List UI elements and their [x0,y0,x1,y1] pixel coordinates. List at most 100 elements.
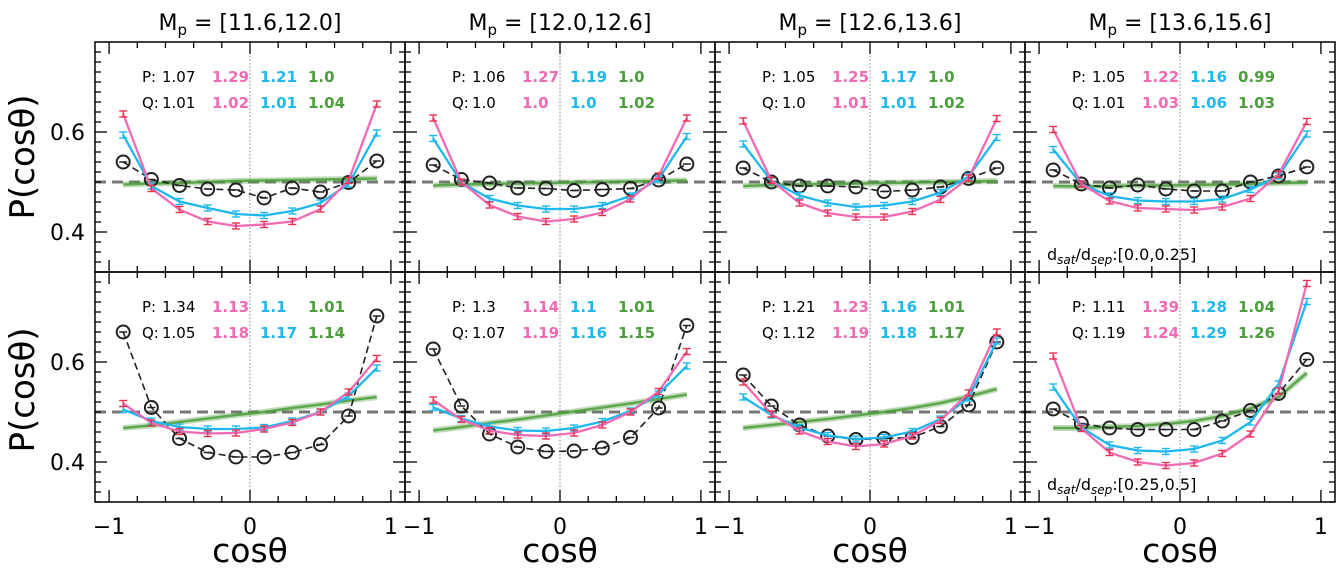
black-point [904,182,920,198]
panel-title: Mp = [13.6,15.6] [1088,11,1271,39]
series-pink-line [742,331,998,448]
panel-r1-c1: −1 0 1 P: 1.3 1.14 1.1 1.01 Q: 1.07 1.19 1.16 1.15 [403,271,716,540]
stat-label-P: P: [762,68,776,86]
black-point [312,437,328,452]
black-point [172,178,188,193]
series-black-line [432,163,688,192]
x-tick-label: −1 [713,515,745,540]
black-point [510,180,526,196]
black-point [482,175,498,191]
black-point [594,182,610,197]
series-pink-line [122,103,378,228]
y-axis-label-bottom: P(cosθ) [3,327,43,452]
stat-label-P: P: [452,68,466,86]
x-tick-label: 0 [243,515,257,540]
stat-P-value-3: 1.01 [928,298,965,316]
stat-Q-value-1: 1.18 [212,324,249,342]
stat-label-Q: Q: [142,94,159,112]
black-point [1299,352,1315,367]
panel-r0-c0: 0.4 0.6 Mp = [11.6,12.0] P: 1.07 1.29 1.21 1.0 Q… [50,11,406,273]
stat-Q-value-1: 1.03 [1142,94,1179,112]
stat-Q-value-0: 1.12 [782,324,815,342]
panel-r0-c2: Mp = [12.6,13.6]P: 1.05 1.25 1.17 1.0Q: 1.0 1.… [714,11,1026,273]
stat-label-P: P: [1072,68,1086,86]
stat-P-value-1: 1.23 [832,298,869,316]
black-point [341,175,357,190]
black-point [1102,420,1118,436]
black-point [1073,176,1089,192]
x-tick-label: 1 [694,515,708,540]
stat-P-value-0: 1.05 [1092,68,1125,86]
stat-P-value-3: 1.01 [308,298,345,316]
stat-Q-value-3: 1.26 [1238,324,1275,342]
series-green-line [433,179,687,187]
stat-P-value-2: 1.16 [880,298,917,316]
stat-Q-value-0: 1.05 [162,324,195,342]
stat-P-value-2: 1.19 [570,68,607,86]
dsat-annotation: dsat/dsep:[0.25,0.5] [1047,475,1196,497]
stat-label-P: P: [142,298,156,316]
black-point [1214,413,1230,429]
series-pink-line [122,357,378,435]
stat-P-value-3: 1.0 [928,68,955,86]
black-point [256,449,272,465]
black-point [735,160,751,176]
dsat-annotation: dsat/dsep:[0.0,0.25] [1047,245,1196,267]
black-point [143,400,159,415]
x-tick-label: 0 [1173,515,1187,540]
series-black-line [1052,166,1308,192]
panel-r1-c3: −1 0 1 P: 1.11 1.39 1.28 1.04 Q: 1.19 1.24 1.29 1.26… [1023,271,1336,540]
black-point [1045,401,1061,417]
stat-Q-value-0: 1.07 [472,324,505,342]
black-point [369,308,385,324]
black-point [1158,422,1174,437]
stat-Q-value-2: 1.29 [1190,324,1227,342]
stat-Q-value-2: 1.0 [570,94,597,112]
stat-Q-value-1: 1.19 [522,324,559,342]
stat-P-value-3: 1.01 [618,298,655,316]
stat-P-value-1: 1.14 [522,298,559,316]
black-point [284,180,300,196]
black-point [1158,181,1174,197]
black-point [538,181,554,196]
black-point [200,445,216,460]
black-point [1271,168,1287,184]
black-point [566,443,582,459]
black-point [679,156,695,172]
stat-Q-value-2: 1.01 [880,94,917,112]
stat-label-Q: Q: [452,324,469,342]
series-pink-line [432,350,688,438]
black-point [1130,177,1146,193]
black-point [622,430,638,445]
panels-group: 0.40.6Mp = [11.6,12.0]P: 1.07 1.29 1.21 1.0Q… [50,11,1336,540]
stat-Q-value-0: 1.19 [1092,324,1125,342]
x-tick-label: 0 [863,515,877,540]
stat-Q-value-3: 1.17 [928,324,965,342]
stat-P-value-0: 1.34 [162,298,195,316]
x-axis-label-1: cosθ [522,531,598,570]
stat-Q-value-2: 1.16 [570,324,607,342]
x-axis-label-3: cosθ [1142,531,1218,570]
stat-P-value-0: 1.05 [782,68,815,86]
stat-Q-value-3: 1.03 [1238,94,1275,112]
stat-Q-value-3: 1.02 [928,94,965,112]
black-point [228,449,244,465]
black-point [369,153,385,169]
black-point [453,398,469,414]
stat-P-value-1: 1.27 [522,68,559,86]
stat-Q-value-3: 1.15 [618,324,655,342]
x-tick-label: 0 [553,515,567,540]
black-point [820,178,836,194]
stat-label-Q: Q: [762,324,779,342]
stat-P-value-0: 1.21 [782,298,815,316]
stat-Q-value-2: 1.06 [1190,94,1227,112]
stat-P-value-1: 1.13 [212,298,249,316]
black-point [1045,162,1061,178]
series-pink-line [1052,120,1308,212]
black-point [228,182,244,198]
panel-title: Mp = [12.6,13.6] [778,11,961,39]
series-black-line [742,167,998,193]
black-point [425,157,441,173]
series-black-line [432,325,688,453]
series-blue-line [1052,301,1308,453]
